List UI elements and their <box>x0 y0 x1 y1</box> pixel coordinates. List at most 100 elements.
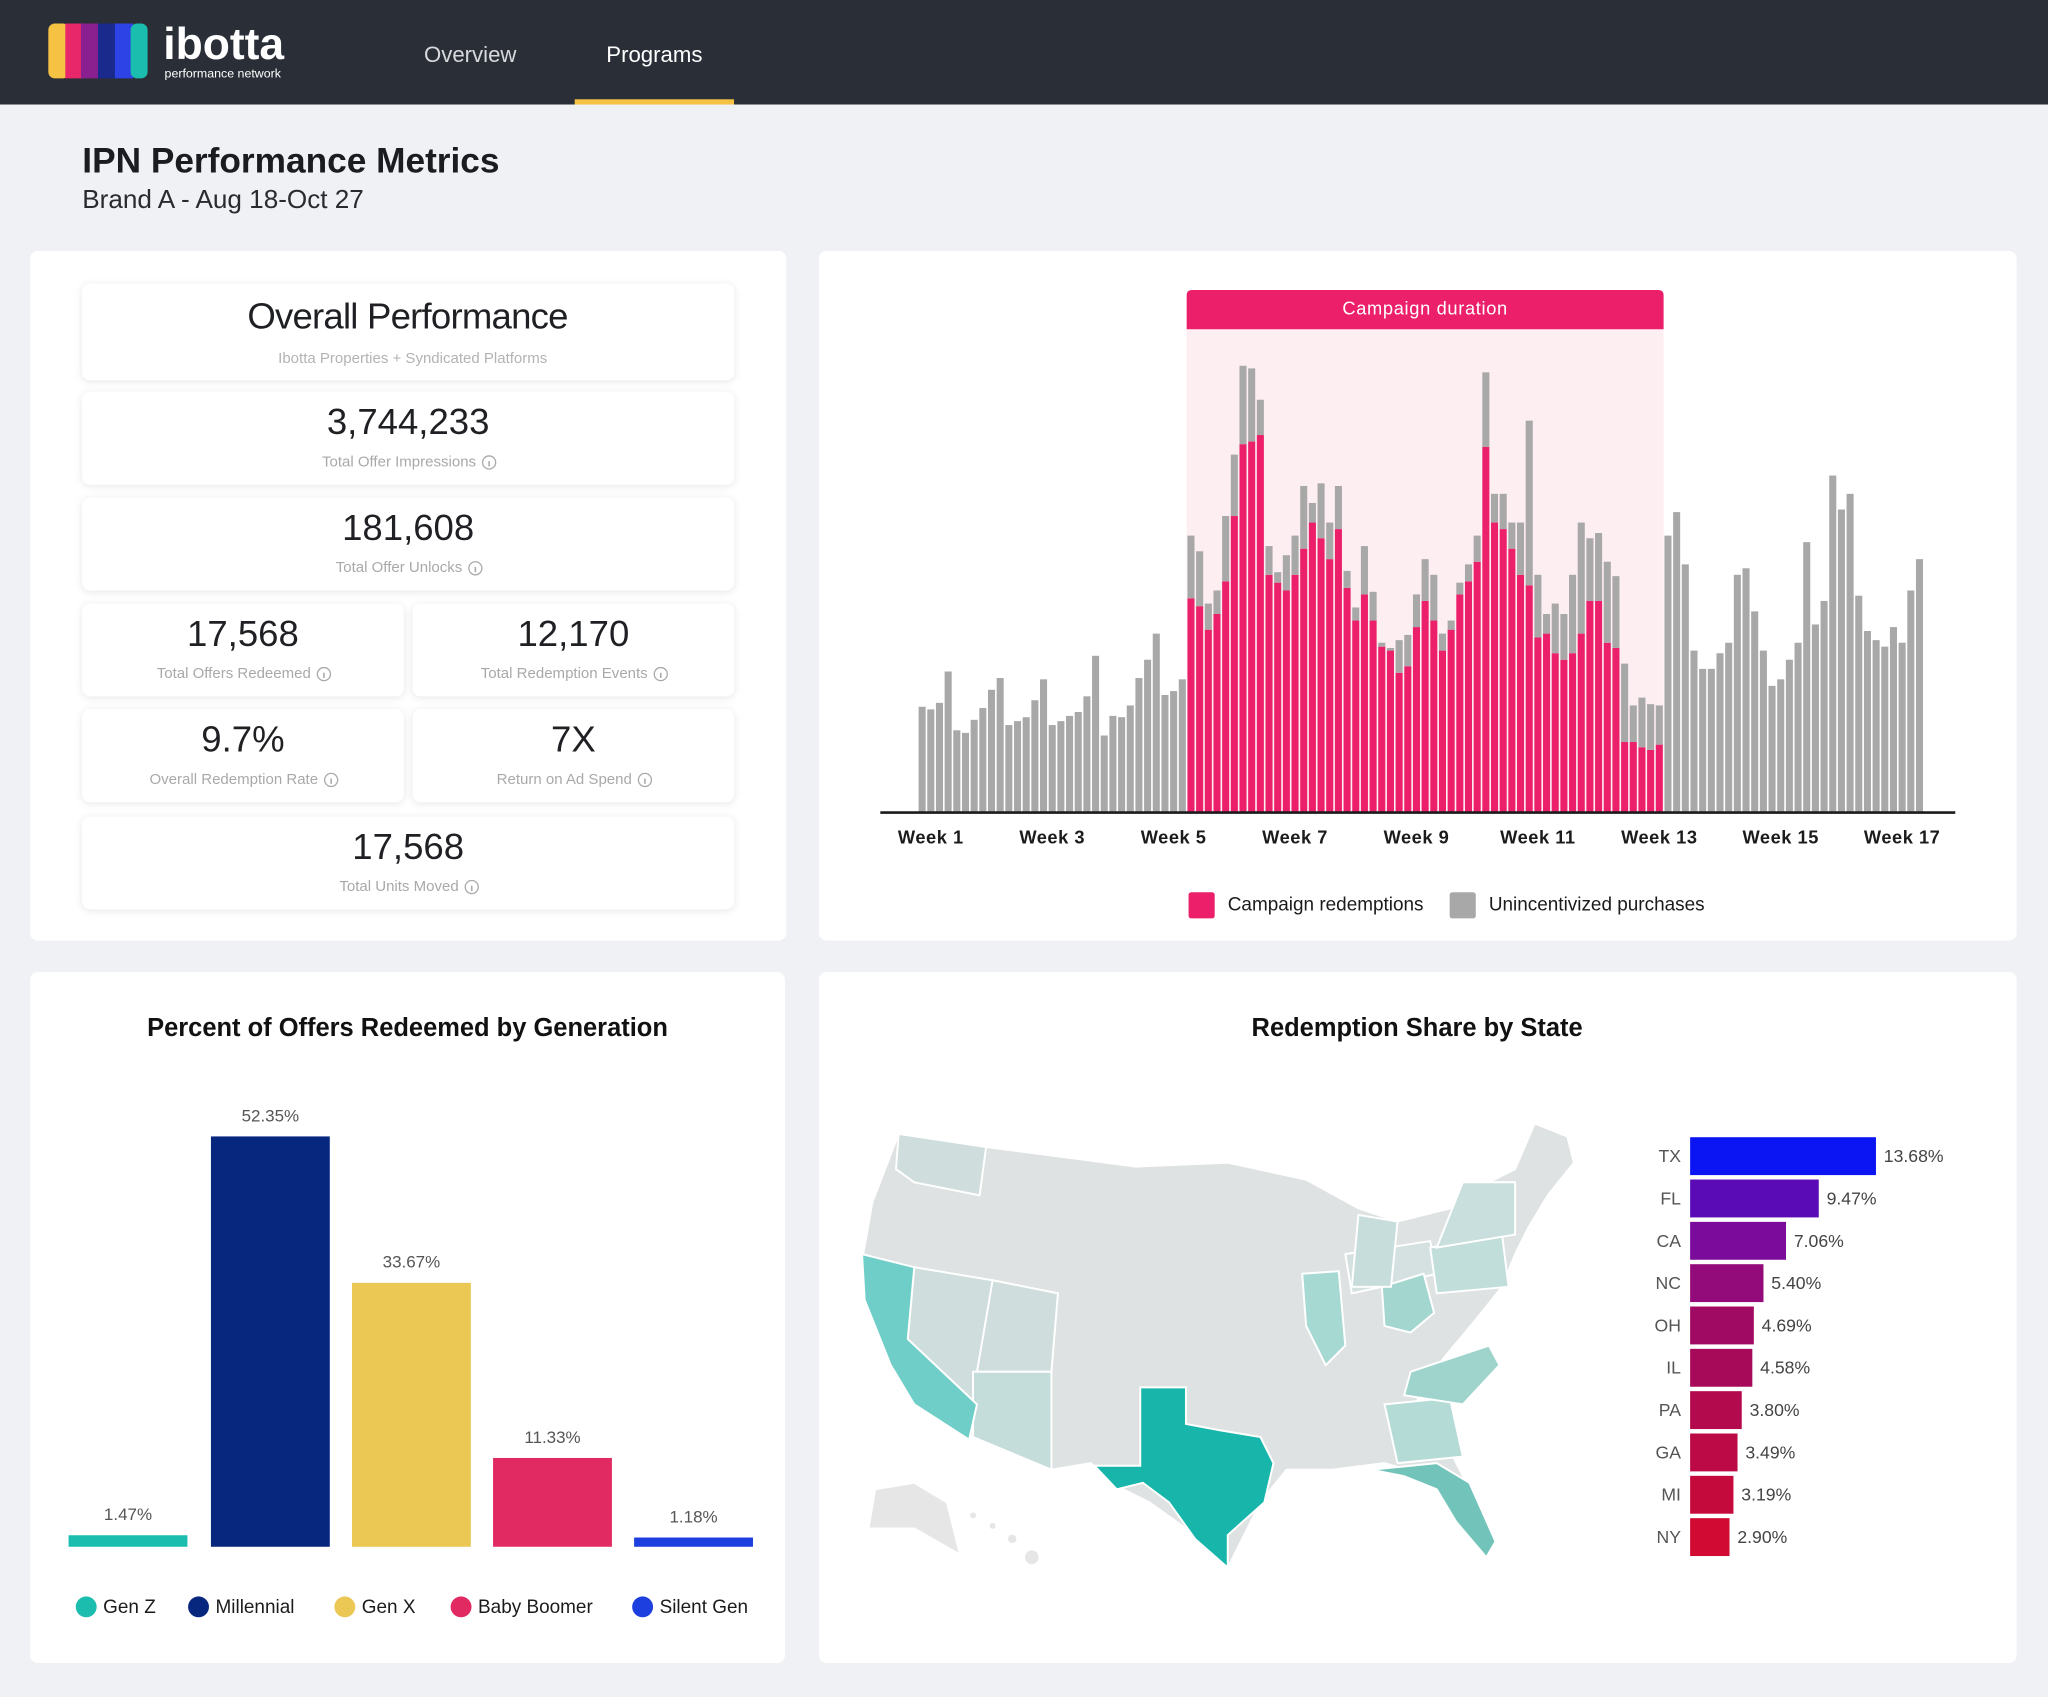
bar-segment <box>1282 590 1290 813</box>
bar-segment <box>1308 502 1316 523</box>
bar-segment <box>1551 653 1559 813</box>
legend-label: Millennial <box>216 1597 295 1618</box>
bar-segment <box>1534 574 1542 638</box>
bar <box>634 1537 753 1547</box>
bar-segment <box>1204 629 1212 813</box>
bar-segment <box>1334 485 1342 530</box>
bar-segment <box>1256 399 1264 436</box>
bar <box>68 1535 188 1547</box>
metric-label: Overall Redemption Rate <box>150 771 319 788</box>
y-tick-label: IL <box>1666 1358 1681 1378</box>
bar-segment <box>1456 594 1464 813</box>
metric-value: 7X <box>551 719 596 760</box>
bar-segment <box>1907 590 1915 813</box>
bar <box>1690 1137 1876 1176</box>
bar-segment <box>1369 591 1377 621</box>
metric-label: Total Units Moved <box>339 878 458 895</box>
bar-segment <box>1690 650 1698 813</box>
bar-segment <box>1499 493 1507 530</box>
bar-segment <box>1621 663 1629 743</box>
bar-segment <box>1187 535 1195 599</box>
bar-segment <box>1326 559 1334 813</box>
bar <box>1690 1221 1787 1260</box>
bar-segment <box>1655 744 1663 813</box>
bar-segment <box>927 709 935 813</box>
data-label: 13.68% <box>1884 1146 1944 1166</box>
metric-label: Return on Ad Spend <box>497 771 632 788</box>
bar-segment <box>1742 568 1750 813</box>
data-label: 9.47% <box>1827 1188 1877 1208</box>
bar-segment <box>996 678 1004 813</box>
bar-segment <box>1898 642 1906 813</box>
metric-value: 3,744,233 <box>327 401 490 442</box>
bar-segment <box>1291 535 1299 575</box>
metric-value: 17,568 <box>352 826 464 867</box>
bar <box>352 1282 471 1547</box>
metric-value: 9.7% <box>201 719 284 760</box>
bar-segment <box>944 671 952 813</box>
x-tick-label: Week 17 <box>1864 827 1940 848</box>
bar-segment <box>1837 509 1845 813</box>
y-tick-label: NC <box>1656 1273 1682 1293</box>
nav-item[interactable]: Overview <box>424 42 517 67</box>
metric-card <box>82 816 735 910</box>
bar-segment <box>961 732 970 813</box>
bar-segment <box>1230 454 1238 517</box>
bar-segment <box>1517 574 1525 813</box>
bar-segment <box>1239 444 1247 813</box>
bar-segment <box>1560 659 1568 813</box>
bar-segment <box>1707 668 1715 813</box>
bar-segment <box>1716 653 1724 813</box>
data-label: 3.19% <box>1741 1485 1791 1505</box>
logo-text: ibotta <box>163 20 284 69</box>
bar-segment <box>1638 747 1646 813</box>
bar-segment <box>1412 594 1420 628</box>
bar-segment <box>1013 721 1022 813</box>
x-tick-label: Week 5 <box>1141 827 1207 848</box>
bar-segment <box>1300 548 1308 813</box>
bar-segment <box>1647 704 1655 750</box>
bar-segment <box>1525 420 1533 586</box>
bar-segment <box>1248 441 1256 813</box>
bar-segment <box>1725 642 1733 813</box>
info-icon <box>316 666 332 682</box>
bar-segment <box>1334 529 1342 813</box>
data-label: 7.06% <box>1794 1231 1844 1251</box>
bar-segment <box>1386 650 1394 813</box>
metric-card <box>82 391 735 485</box>
bar-segment <box>1447 620 1455 630</box>
bar-segment <box>1135 678 1143 813</box>
bar-segment <box>1274 582 1282 813</box>
bar-segment <box>1577 522 1585 634</box>
bar-segment <box>1265 546 1273 575</box>
bar <box>1690 1433 1738 1472</box>
bar-segment <box>1889 627 1897 813</box>
metric-card <box>82 497 735 591</box>
data-label: 1.47% <box>104 1505 152 1524</box>
bar-segment <box>1829 475 1837 813</box>
info-icon <box>468 561 483 576</box>
bar-segment <box>1759 650 1767 813</box>
bar <box>1690 1518 1730 1557</box>
bar-segment <box>979 708 987 813</box>
x-tick-label: Week 15 <box>1743 827 1819 848</box>
bar-segment <box>1508 522 1516 549</box>
bar-segment <box>1482 446 1490 813</box>
bar-segment <box>953 730 961 813</box>
metric-value: 17,568 <box>187 613 299 654</box>
nav-item-active[interactable]: Programs <box>606 42 702 67</box>
bar-segment <box>1222 516 1230 582</box>
x-tick-label: Week 7 <box>1262 827 1328 848</box>
metric-value: 12,170 <box>517 613 629 654</box>
bar-segment <box>1187 598 1195 813</box>
bar-segment <box>1438 633 1447 651</box>
data-label: 5.40% <box>1771 1273 1821 1293</box>
metric-label: Total Offer Unlocks <box>336 559 463 576</box>
bar-segment <box>1482 372 1490 447</box>
bar-segment <box>1551 603 1559 654</box>
legend-swatch <box>632 1596 654 1618</box>
page-subtitle: Brand A - Aug 18-Oct 27 <box>82 184 364 214</box>
bar-segment <box>1421 559 1429 601</box>
bar-segment <box>1499 529 1507 813</box>
